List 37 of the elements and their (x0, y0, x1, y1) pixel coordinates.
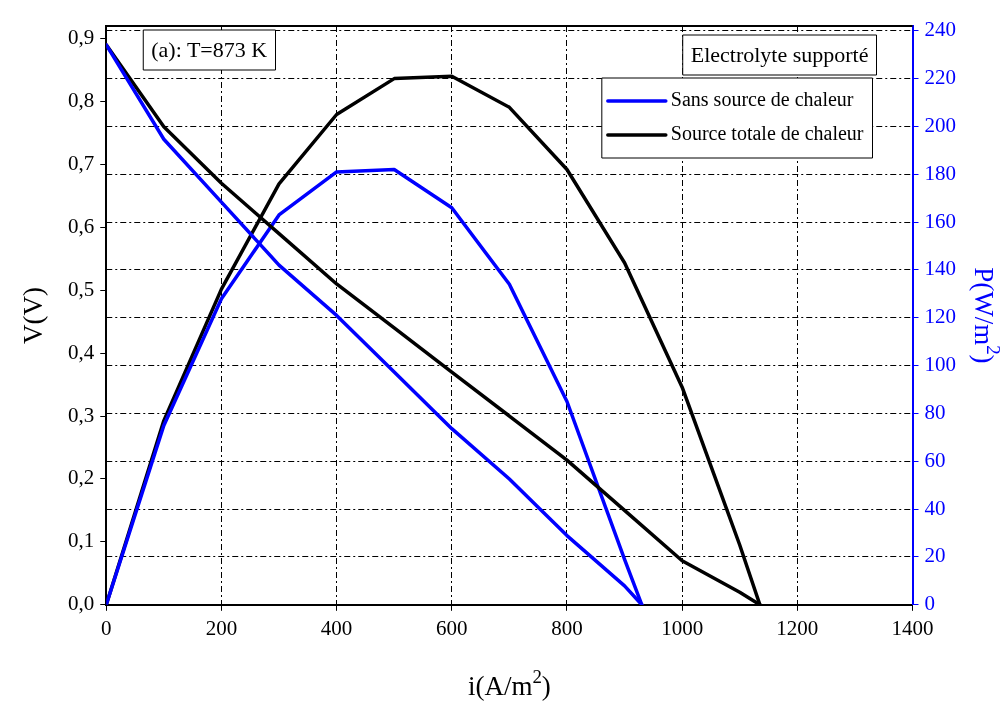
y-tick-label: 0,1 (68, 528, 95, 553)
y-tick-label: 0,2 (68, 465, 95, 490)
y-tick-label: 0,3 (68, 402, 95, 427)
y-tick-label: 0,6 (68, 213, 95, 238)
y2-tick-label: 180 (924, 160, 956, 185)
x-tick-label: 0 (101, 615, 112, 640)
x-tick-label: 1000 (661, 615, 704, 640)
y2-tick-label: 100 (924, 352, 956, 377)
annotation: (a): T=873 K (151, 36, 268, 62)
x-tick-label: 800 (551, 615, 583, 640)
y2-tick-label: 120 (924, 304, 956, 329)
y2-axis-title: P(W/m2) (969, 267, 1005, 364)
y2-tick-label: 20 (924, 543, 946, 568)
y-axis-title: V(V) (18, 286, 48, 344)
y-tick-label: 0,0 (68, 591, 95, 616)
x-tick-label: 400 (320, 615, 353, 640)
legend-label: Sans source de chaleur (670, 88, 854, 111)
x-tick-label: 200 (205, 615, 238, 640)
y-tick-label: 0,5 (68, 276, 95, 301)
y2-tick-label: 200 (924, 112, 956, 137)
y-tick-label: 0,7 (68, 150, 95, 175)
y2-tick-label: 140 (924, 256, 956, 281)
x-tick-label: 600 (436, 615, 468, 640)
y-tick-label: 0,9 (68, 25, 95, 50)
y-tick-label: 0,4 (68, 339, 95, 364)
y2-tick-label: 160 (924, 208, 956, 233)
y-tick-label: 0,8 (68, 88, 95, 113)
annotation: Electrolyte supporté (690, 41, 869, 67)
y2-tick-label: 60 (924, 447, 946, 472)
y2-tick-label: 0 (924, 591, 935, 616)
y2-tick-label: 40 (924, 495, 946, 520)
y2-tick-label: 240 (924, 17, 956, 42)
x-tick-label: 1400 (891, 615, 934, 640)
x-tick-label: 1200 (776, 615, 819, 640)
y2-tick-label: 80 (924, 399, 946, 424)
legend-label: Source totale de chaleur (670, 122, 864, 145)
y2-tick-label: 220 (924, 65, 956, 90)
